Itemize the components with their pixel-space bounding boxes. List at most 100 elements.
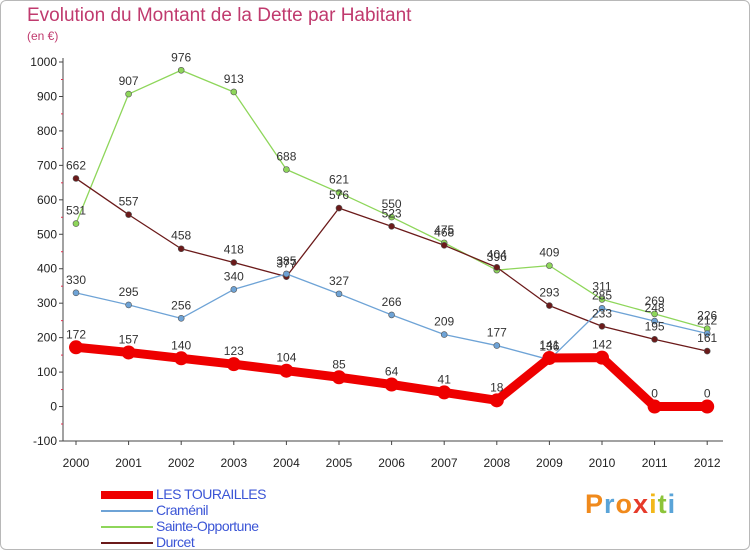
chart-title: Evolution du Montant de la Dette par Hab… [27,5,412,26]
data-point [174,351,189,366]
data-label: 475 [434,223,454,237]
y-tick-label: 800 [37,124,57,138]
y-tick-label: 0 [50,400,57,414]
data-label: 256 [171,298,191,312]
x-tick-label: 2005 [326,456,353,470]
data-label: 248 [645,301,665,315]
data-point [388,213,395,221]
proxiti-logo: Proxiti [585,489,676,520]
data-point [177,245,185,253]
series-cramenil [72,270,711,363]
data-label: 41 [438,372,452,386]
data-label: 621 [329,173,349,187]
data-label: 209 [434,315,454,329]
y-tick-label: 100 [37,365,57,379]
logo-letter: t [657,489,668,519]
y-tick-label: 200 [37,331,57,345]
x-tick-label: 2003 [220,456,247,470]
legend-swatch [101,491,153,499]
data-label: 557 [119,195,139,209]
data-label: 142 [592,338,612,352]
data-label: 157 [119,332,139,346]
data-label: 409 [539,246,559,260]
data-point [440,241,448,249]
data-label: 550 [382,197,402,211]
x-tick-label: 2008 [483,456,510,470]
x-tick-label: 2002 [168,456,195,470]
data-label: 123 [224,344,244,358]
data-point [283,166,290,173]
data-point [651,310,658,318]
data-label: 140 [171,338,191,352]
x-tick-label: 2001 [115,456,142,470]
data-point [72,175,80,182]
data-label: 18 [490,380,504,394]
y-tick-label: 1000 [30,55,57,69]
data-label: 226 [697,309,717,323]
data-point [125,90,132,98]
data-point [388,223,395,230]
data-point [283,270,290,278]
data-label: 396 [487,250,507,264]
data-point [335,189,343,196]
data-point [226,357,241,372]
data-label: 141 [539,338,559,352]
data-point [598,296,606,303]
data-label: 458 [171,229,191,243]
data-point [384,377,399,392]
logo-letter: r [604,489,616,519]
data-point [598,305,606,312]
data-label: 377 [276,257,296,271]
x-tick-label: 2000 [63,456,90,470]
data-point [546,262,553,269]
chart-subtitle: (en €) [27,29,59,43]
data-label: 976 [171,50,191,64]
data-point [230,259,238,266]
legend-label: LES TOURAILLES [156,486,266,502]
data-point [493,342,501,349]
data-point [542,350,557,365]
y-tick-label: 400 [37,262,57,276]
series-sainte-opportune [72,66,711,332]
data-label: 907 [119,74,139,88]
data-label: 266 [382,295,402,309]
data-point [703,330,711,337]
data-point [72,220,80,227]
x-tick-label: 2007 [431,456,458,470]
y-tick-label: 700 [37,158,57,172]
data-point [647,399,662,414]
data-point [595,350,609,365]
y-tick-label: 500 [37,227,57,241]
data-label: 531 [66,204,86,218]
data-label: 161 [697,331,717,345]
data-point [332,370,346,385]
legend-label: Durcet [156,534,195,550]
data-label: 0 [651,387,658,401]
data-point [437,385,452,400]
x-tick-label: 2004 [273,456,300,470]
legend-swatch [101,526,153,528]
legend-label: Sainte-Opportune [156,518,259,534]
data-point [230,88,238,96]
data-label: 523 [382,206,402,220]
data-label: 327 [329,274,349,288]
data-point [72,289,80,297]
data-label: 340 [224,269,244,283]
data-label: 576 [329,188,349,202]
data-point [598,322,606,330]
legend-swatch [101,510,153,512]
data-label: 330 [66,273,86,287]
data-label: 293 [539,286,559,300]
data-label: 269 [645,294,665,308]
data-label: 418 [224,243,244,257]
data-label: 295 [119,285,139,299]
legend-swatch [101,542,153,544]
y-tick-label: 600 [37,193,57,207]
data-label: 404 [487,247,507,261]
data-label: 172 [66,327,86,341]
data-label: 64 [385,364,399,378]
data-label: 0 [704,387,711,401]
legend-label: Craménil [156,502,209,518]
x-tick-label: 2006 [378,456,405,470]
